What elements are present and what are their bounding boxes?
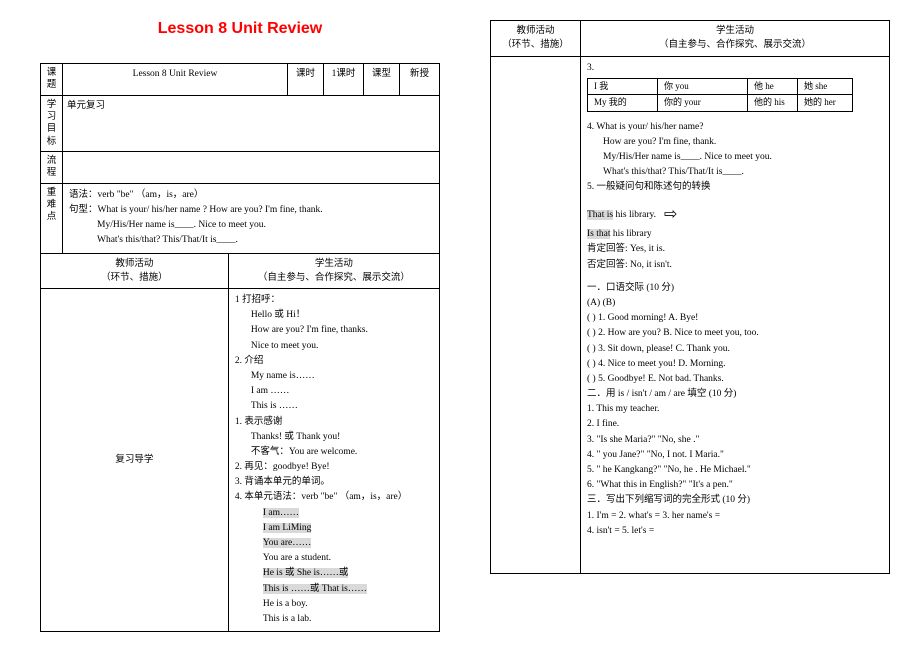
rv-l14: 4. 本单元语法：verb "be" （am，is，are） [235, 490, 433, 505]
r-l6a: That is [587, 210, 613, 220]
teacher-col-s-r: （环节、措施） [495, 38, 576, 52]
rv-l7: I am …… [235, 384, 433, 399]
pr-1-3: 她 she [798, 78, 853, 95]
student-col-s-r: （自主参与、合作探究、展示交流） [585, 38, 885, 52]
rv-l6: My name is…… [235, 369, 433, 384]
ex1-a: (A) (B) [587, 296, 883, 311]
rv-l18: You are a student. [235, 551, 433, 566]
ex1-4: ( ) 4. Nice to meet you! D. Morning. [587, 357, 883, 372]
ex1-5: ( ) 5. Goodbye! E. Not bad. Thanks. [587, 372, 883, 387]
teacher-col-header: 教师活动 （环节、措施） [41, 253, 229, 289]
r-l5: 5. 一般疑问句和陈述句的转换 [587, 180, 883, 195]
ex3-h: 三．写出下列缩写词的完全形式 (10 分) [587, 493, 883, 508]
pronoun-table: I 我 你 you 他 he 她 she My 我的 你的 your 他的 hi… [587, 78, 853, 112]
key-l4: What's this/that? This/That/It is____. [69, 233, 433, 248]
pr-2-3: 她的 her [798, 95, 853, 112]
rv-l10: Thanks! 或 Thank you! [235, 430, 433, 445]
r-l7b: his library [610, 229, 651, 239]
rv-l22: This is a lab. [235, 612, 433, 627]
rv-l19: He is 或 She is……或 [263, 568, 349, 578]
ex2-2: 2. I fine. [587, 417, 883, 432]
student-col-header: 学生活动 （自主参与、合作探究、展示交流） [228, 253, 439, 289]
rv-l9: 1. 表示感谢 [235, 415, 433, 430]
goal-label: 学习目标 [41, 95, 63, 151]
lesson-name: Lesson 8 Unit Review [63, 64, 288, 96]
student-col-t-r: 学生活动 [585, 24, 885, 38]
student-content-r: 3. I 我 你 you 他 he 她 she My 我的 你的 your 他的… [581, 56, 890, 573]
teacher-col-t-r: 教师活动 [495, 24, 576, 38]
rv-l4: Nice to meet you. [235, 339, 433, 354]
goal-value: 单元复习 [63, 95, 440, 151]
pr-1-1: 你 you [658, 78, 748, 95]
pr-3: 3. [587, 61, 883, 76]
flow-value [63, 152, 440, 184]
right-table: 教师活动 （环节、措施） 学生活动 （自主参与、合作探究、展示交流） 3. I … [490, 20, 890, 574]
rv-l20: This is ……或 That is…… [263, 584, 367, 594]
rv-l5: 2. 介绍 [235, 354, 433, 369]
pr-1-2: 他 he [748, 78, 798, 95]
r-l8: 肯定回答: Yes, it is. [587, 242, 883, 257]
review-label: 复习导学 [41, 289, 229, 632]
r-l4: What's this/that? This/That/It is____. [587, 165, 883, 180]
rv-l17: You are…… [263, 538, 311, 548]
pr-2-2: 他的 his [748, 95, 798, 112]
flow-label: 流程 [41, 152, 63, 184]
teacher-empty [491, 56, 581, 573]
rv-l8: This is …… [235, 399, 433, 414]
pr-2-1: 你的 your [658, 95, 748, 112]
rv-l16: I am LiMing [263, 523, 312, 533]
ex2-3: 3. "Is she Maria?" "No, she ." [587, 433, 883, 448]
lesson-title: Lesson 8 Unit Review [40, 20, 440, 38]
student-col-t: 学生活动 [233, 257, 435, 271]
key-l1: 语法：verb "be" （am，is，are） [69, 188, 433, 203]
r-l6: That is his library. ⇨ [587, 202, 883, 228]
period-value: 1课时 [324, 64, 364, 96]
ex3-2: 4. isn't = 5. let's = [587, 524, 883, 539]
rv-l15: I am…… [263, 508, 299, 518]
period-label: 课时 [288, 64, 324, 96]
ex1-2: ( ) 2. How are you? B. Nice to meet you,… [587, 326, 883, 341]
lesson-meta-table: 课题 Lesson 8 Unit Review 课时 1课时 课型 新授 学习目… [40, 63, 440, 632]
rv-l3: How are you? I'm fine, thanks. [235, 323, 433, 338]
r-l6b: his library. [613, 210, 656, 220]
rv-l2: Hello 或 Hi！ [235, 308, 433, 323]
ex1-h: 一．口语交际 (10 分) [587, 281, 883, 296]
rv-l13: 3. 背诵本单元的单词。 [235, 475, 433, 490]
r-l3: My/His/Her name is____. Nice to meet you… [587, 150, 883, 165]
key-l3: My/His/Her name is____. Nice to meet you… [69, 218, 433, 233]
r-l9: 否定回答: No, it isn't. [587, 258, 883, 273]
r-l7a: Is that [587, 229, 610, 239]
ex1-1: ( ) 1. Good morning! A. Bye! [587, 311, 883, 326]
topic-label: 课题 [41, 64, 63, 96]
ex2-5: 5. " he Kangkang?" "No, he . He Michael.… [587, 463, 883, 478]
rv-l12: 2. 再见：goodbye! Bye! [235, 460, 433, 475]
ex2-1: 1. This my teacher. [587, 402, 883, 417]
review-content: 1 打招呼： Hello 或 Hi！ How are you? I'm fine… [228, 289, 439, 632]
ex2-6: 6. "What this in English?" "It's a pen." [587, 478, 883, 493]
type-label: 课型 [364, 64, 400, 96]
arrow-icon: ⇨ [664, 202, 677, 228]
ex2-4: 4. " you Jane?" "No, I not. I Maria." [587, 448, 883, 463]
teacher-col-t: 教师活动 [45, 257, 224, 271]
pr-2-0: My 我的 [588, 95, 658, 112]
r-l2: How are you? I'm fine, thank. [587, 135, 883, 150]
r-l7: Is that his library [587, 227, 883, 242]
teacher-col-header-r: 教师活动 （环节、措施） [491, 21, 581, 57]
type-value: 新授 [400, 64, 440, 96]
teacher-col-s: （环节、措施） [45, 271, 224, 285]
keypoint-label: 重难点 [41, 183, 63, 253]
student-col-s: （自主参与、合作探究、展示交流） [233, 271, 435, 285]
ex1-3: ( ) 3. Sit down, please! C. Thank you. [587, 342, 883, 357]
rv-l11: 不客气：You are welcome. [235, 445, 433, 460]
r-l1: 4. What is your/ his/her name? [587, 120, 883, 135]
rv-l21: He is a boy. [235, 597, 433, 612]
key-l2: 句型：What is your/ his/her name ? How are … [69, 203, 433, 218]
pr-1-0: I 我 [588, 78, 658, 95]
keypoint-content: 语法：verb "be" （am，is，are） 句型：What is your… [63, 183, 440, 253]
ex2-h: 二．用 is / isn't / am / are 填空 (10 分) [587, 387, 883, 402]
ex3-1: 1. I'm = 2. what's = 3. her name's = [587, 509, 883, 524]
student-col-header-r: 学生活动 （自主参与、合作探究、展示交流） [581, 21, 890, 57]
rv-l1: 1 打招呼： [235, 293, 433, 308]
